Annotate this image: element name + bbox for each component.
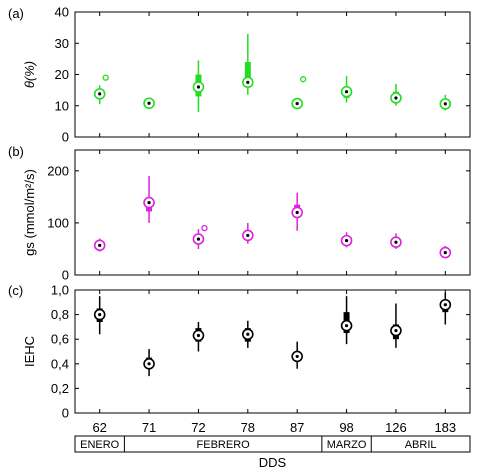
median-dot [394, 328, 398, 333]
month-table [74, 435, 471, 453]
y-axis-label: IEHC [22, 336, 37, 367]
median-dot [394, 240, 398, 244]
median-dot [246, 233, 250, 238]
month-label: ENERO [80, 439, 120, 451]
x-tick-label: 72 [191, 420, 205, 435]
y-tick-label: 0,6 [51, 332, 69, 347]
median-dot [147, 101, 151, 105]
month-label: MARZO [327, 439, 367, 451]
median-dot [147, 362, 151, 366]
median-dot [246, 332, 250, 336]
y-tick-label: 1,0 [51, 283, 69, 298]
outlier [102, 74, 109, 81]
median-dot [295, 210, 299, 215]
median-dot [443, 102, 447, 106]
x-tick-label: 98 [339, 420, 353, 435]
month-label: FEBRERO [197, 439, 251, 451]
x-tick-label: 87 [290, 420, 304, 435]
y-tick-label: 200 [47, 163, 69, 178]
box [244, 62, 251, 87]
y-axis-label: gs (mmol/m²/s) [22, 169, 37, 256]
median-dot [443, 303, 447, 307]
x-tick-label: 183 [434, 420, 456, 435]
plot-frame-2 [74, 289, 471, 414]
x-tick-label: 126 [385, 420, 407, 435]
median-dot [295, 101, 299, 106]
x-tick-label: 78 [241, 420, 255, 435]
y-tick-label: 0,4 [51, 356, 69, 371]
y-axis-label: θ(%) [22, 61, 37, 88]
y-tick-label: 0,8 [51, 307, 69, 322]
y-tick-label: 40 [55, 5, 69, 20]
median-dot [196, 333, 201, 338]
median-dot [196, 237, 201, 241]
y-tick-label: 20 [55, 67, 69, 82]
median-dot [344, 239, 349, 243]
y-tick-label: 0 [62, 268, 69, 283]
y-tick-label: 0 [62, 406, 69, 421]
x-tick-label: 71 [142, 420, 156, 435]
y-tick-label: 30 [55, 36, 69, 51]
median-dot [295, 354, 299, 359]
x-axis-label: DDS [259, 455, 287, 470]
median-dot [246, 80, 250, 84]
median-dot [98, 243, 102, 247]
panel-label: (b) [8, 144, 24, 159]
x-tick-label: 62 [92, 420, 106, 435]
median-dot [344, 324, 349, 328]
panel-label: (c) [8, 283, 23, 298]
median-dot [394, 96, 398, 100]
median-dot [443, 251, 447, 255]
median-dot [344, 90, 349, 94]
panel-label: (a) [8, 6, 24, 21]
y-tick-label: 0 [62, 130, 69, 145]
outlier [300, 76, 307, 83]
plot-frame-1 [74, 149, 471, 276]
month-label: ABRIL [405, 439, 437, 451]
y-tick-label: 100 [47, 215, 69, 230]
median-dot [147, 201, 151, 205]
y-tick-label: 10 [55, 98, 69, 113]
y-tick-label: 0,2 [51, 381, 69, 396]
plot-frame-0 [74, 11, 471, 138]
median-dot [98, 313, 102, 317]
outlier [201, 224, 208, 232]
median-dot [196, 85, 201, 89]
median-dot [98, 92, 102, 96]
